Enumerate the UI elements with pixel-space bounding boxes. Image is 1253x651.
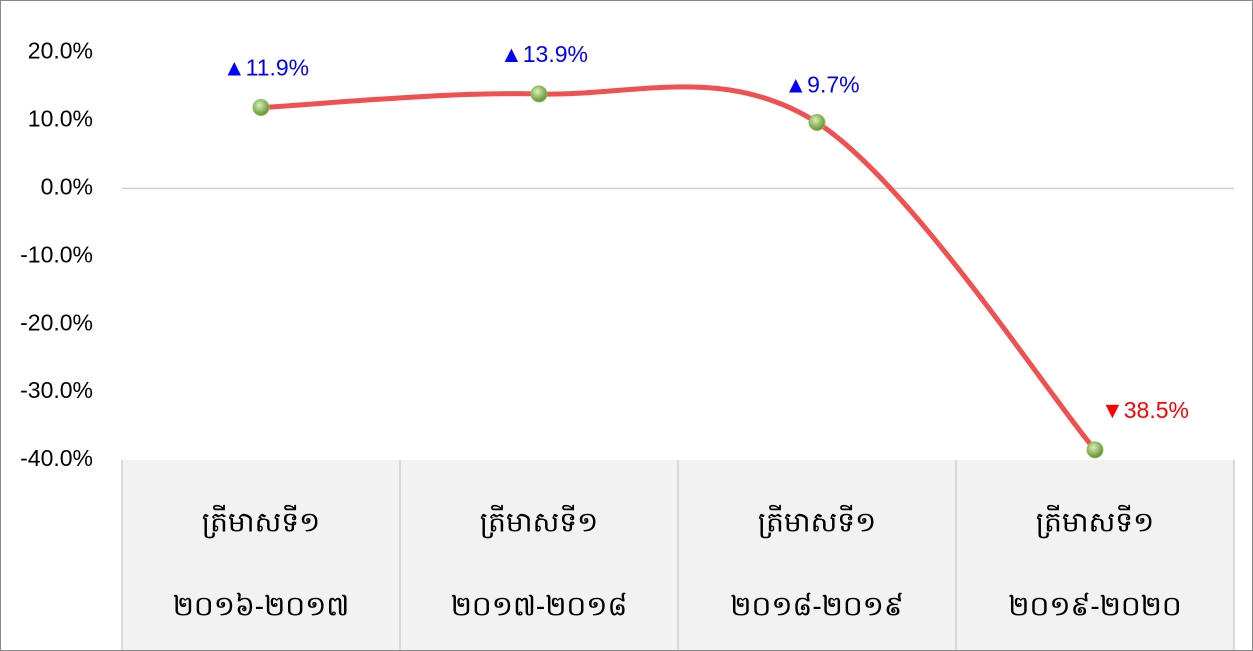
y-tick-label: 20.0% bbox=[28, 38, 93, 64]
line bbox=[258, 84, 1098, 453]
x-tick-label: ត្រីមាសទី១ bbox=[1036, 504, 1154, 538]
y-tick-label: -20.0% bbox=[20, 309, 93, 335]
marker bbox=[252, 99, 270, 117]
x-tick-label: ត្រីមាសទី១ bbox=[202, 504, 320, 538]
x-tick-label: ២០១៦-២០១៧ bbox=[173, 590, 350, 621]
x-tick-label: ២០១៨-២០១៩ bbox=[730, 590, 903, 621]
x-tick-label: ២០១៩-២០២០ bbox=[1008, 590, 1181, 621]
x-tick-label: ២០១៧-២០១៨ bbox=[451, 590, 628, 621]
y-tick-label: -10.0% bbox=[20, 241, 93, 267]
data-label: ▲13.9% bbox=[500, 41, 588, 67]
x-tick-label: ត្រីមាសទី១ bbox=[758, 504, 876, 538]
x-tick-label: ត្រីមាសទី១ bbox=[480, 504, 598, 538]
marker bbox=[808, 113, 826, 131]
marker bbox=[530, 85, 548, 103]
y-tick-label: 10.0% bbox=[28, 106, 93, 132]
y-tick-label: 0.0% bbox=[41, 173, 93, 199]
data-label: ▼38.5% bbox=[1101, 397, 1189, 423]
data-label: ▲11.9% bbox=[223, 55, 309, 81]
data-label: ▲9.7% bbox=[784, 72, 859, 98]
y-tick-label: -30.0% bbox=[20, 377, 93, 403]
marker bbox=[1086, 441, 1104, 459]
y-tick-label: -40.0% bbox=[20, 445, 93, 471]
